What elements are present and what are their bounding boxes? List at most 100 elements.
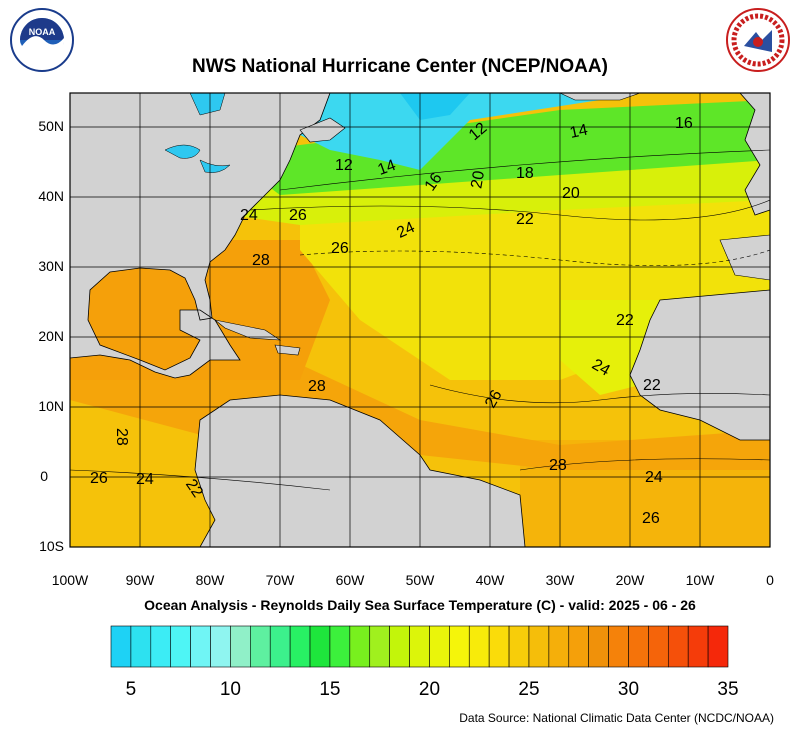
data-source: Data Source: National Climatic Data Cent… (459, 711, 774, 725)
colorbar-tick-label: 30 (618, 679, 639, 700)
colorbar-cell (707, 625, 729, 668)
contour-label: 26 (331, 240, 349, 257)
contour-line (70, 469, 331, 491)
contour-label: 28 (549, 457, 567, 474)
contour-label: 26 (289, 207, 307, 224)
map-subtitle: Ocean Analysis - Reynolds Daily Sea Surf… (144, 597, 696, 613)
colorbar-tick-label: 35 (717, 679, 738, 700)
sst-band-green (260, 100, 770, 195)
contour-label: 28 (308, 378, 326, 395)
contour-line (249, 199, 770, 221)
colorbar-cell (150, 625, 172, 668)
colorbar-cell (269, 625, 291, 668)
colorbar-cell (130, 625, 152, 668)
contour-label: 28 (113, 428, 130, 446)
lon-label: 60W (335, 572, 365, 588)
contour-label: 20 (468, 169, 488, 190)
lon-label: 100W (51, 572, 89, 588)
colorbar-tick-label: 5 (126, 679, 137, 700)
colorbar-cell (449, 625, 470, 668)
lon-label: 80W (195, 572, 225, 588)
contour-label: 24 (645, 469, 663, 486)
noaa-logo-text: NOAA (29, 27, 56, 37)
lat-label: 10N (38, 398, 64, 414)
contour-label: 24 (240, 207, 258, 224)
colorbar-cell (170, 625, 191, 668)
land-cuba (214, 319, 282, 341)
colorbar-cell (250, 625, 271, 668)
colorbar-cell (289, 625, 311, 668)
colorbar-cell (667, 625, 689, 668)
sst-band-cold (300, 93, 600, 170)
land-greenland (559, 93, 641, 101)
lat-label: 20N (38, 328, 64, 344)
lon-label: 90W (125, 572, 155, 588)
contour-label: 14 (568, 122, 589, 142)
contour-label: 26 (90, 470, 108, 487)
colorbar-cell (687, 625, 709, 668)
lat-label: 50N (38, 118, 64, 134)
contour-label: 12 (335, 157, 353, 174)
colorbar-cell (508, 625, 530, 668)
lat-label: 30N (38, 258, 64, 274)
colorbar-tick-label: 10 (220, 679, 241, 700)
colorbar-cell (548, 625, 570, 668)
land-south-america (194, 394, 526, 547)
colorbar-cell (389, 625, 410, 668)
colorbar-cell (429, 625, 450, 668)
noaa-logo: NOAA (10, 8, 74, 72)
map-frame (69, 92, 771, 548)
contour-label: 20 (562, 185, 580, 202)
colorbar-cell (409, 625, 430, 668)
land-newfoundland (299, 117, 346, 143)
lat-label: 10S (39, 538, 64, 554)
contour-label: 22 (643, 377, 661, 394)
graticule (70, 93, 770, 547)
noaa-logo-icon: NOAA (10, 8, 74, 72)
contour-label: 26 (482, 387, 506, 411)
colorbar-cell (608, 625, 629, 668)
nws-logo-icon (726, 8, 790, 72)
lon-label: 70W (265, 572, 295, 588)
colorbar-cell (329, 625, 351, 668)
contour-label: 18 (516, 165, 534, 182)
colorbar-cell (588, 625, 609, 668)
lon-label: 30W (545, 572, 575, 588)
colorbar-cell (210, 625, 231, 668)
land-hispaniola (274, 344, 301, 356)
colorbar-cell (349, 625, 371, 668)
lon-label: 10W (685, 572, 715, 588)
contour-line (429, 384, 770, 404)
great-lakes (164, 144, 201, 159)
colorbar-cell (628, 625, 649, 668)
lon-label: 40W (475, 572, 505, 588)
colorbar-cells (110, 625, 729, 668)
contour-label: 14 (376, 157, 399, 179)
colorbar-cell (528, 625, 550, 668)
colorbar-cell (568, 625, 589, 668)
lon-label: 50W (405, 572, 435, 588)
colorbar-cell (110, 625, 132, 668)
land-iberia (719, 234, 770, 281)
contour-label: 16 (675, 115, 693, 132)
page-title: NWS National Hurricane Center (NCEP/NOAA… (192, 56, 608, 77)
lat-label: 40N (38, 188, 64, 204)
colorbar-cell (488, 625, 510, 668)
colorbar-cell (309, 625, 331, 668)
colorbar-cell (468, 625, 490, 668)
colorbar-cell (648, 625, 669, 668)
contour-label: 28 (252, 252, 270, 269)
colorbar: 5 10 15 20 25 30 35 (110, 625, 739, 700)
lat-label: 0 (40, 468, 48, 484)
colorbar-cell (369, 625, 390, 668)
sst-band-coldest (400, 93, 470, 120)
land-europe (739, 93, 770, 216)
colorbar-tick-label: 25 (518, 679, 539, 700)
colorbar-ticks: 5 10 15 20 25 30 35 (126, 679, 739, 700)
contour-line (279, 149, 770, 191)
nws-logo (726, 8, 790, 72)
great-lakes-east (199, 159, 231, 173)
lon-label: 20W (615, 572, 645, 588)
sst-map: 16 14 12 12 14 16 20 18 20 22 24 26 24 2… (69, 92, 771, 548)
colorbar-cell (190, 625, 211, 668)
